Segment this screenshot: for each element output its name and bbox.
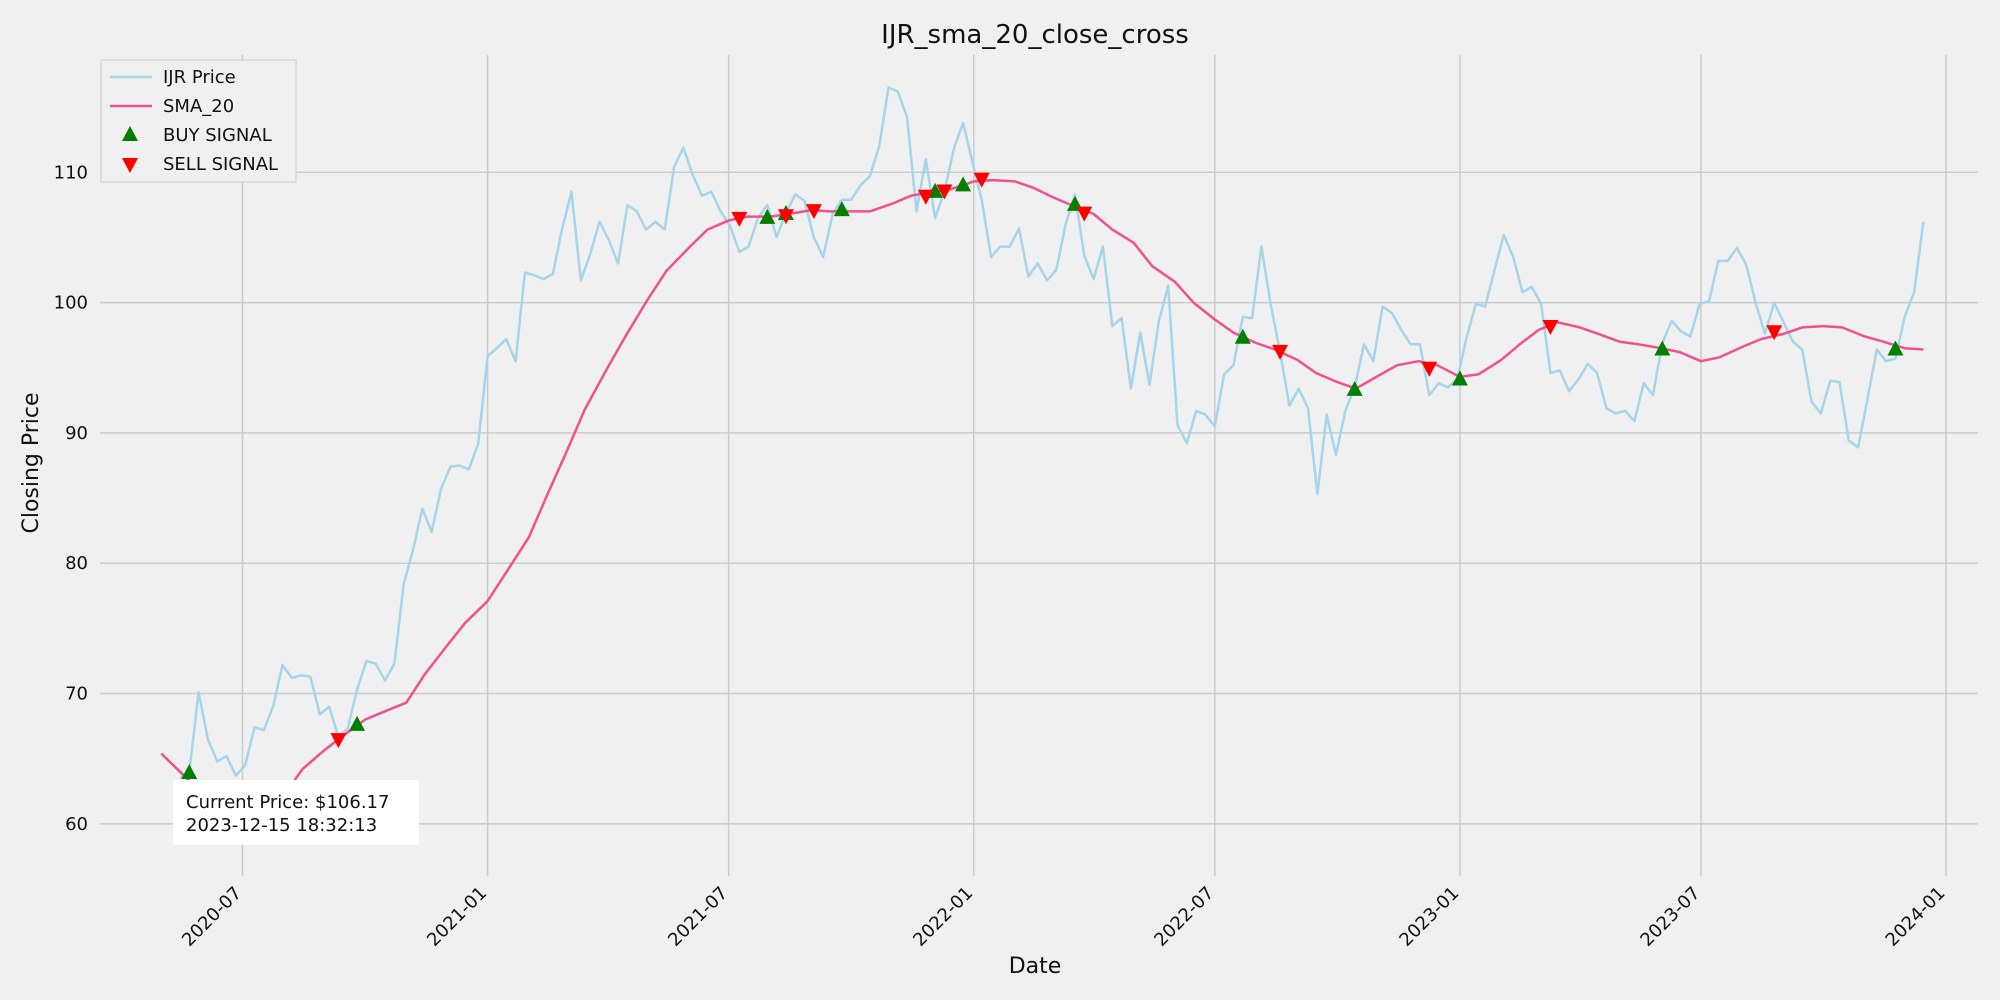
buy-signal-marker	[1451, 370, 1468, 386]
legend: IJR Price SMA_20 BUY SIGNAL SELL SIGNAL	[100, 59, 297, 183]
sell-signal-marker	[805, 204, 822, 220]
buy-signal-marker	[181, 764, 198, 780]
annotation-timestamp: 2023-12-15 18:32:13	[186, 815, 377, 836]
y-tick-label: 80	[65, 553, 88, 574]
sell-signal-marker	[936, 184, 953, 200]
buy-signal-marker	[1234, 328, 1251, 344]
buy-signal-marker	[1346, 380, 1363, 396]
y-tick-label: 110	[54, 162, 88, 183]
y-tick-label: 90	[65, 423, 88, 444]
buy-signal-marker	[1654, 340, 1671, 356]
sell-signal-marker	[1766, 325, 1783, 341]
sell-signal-marker	[1542, 320, 1559, 336]
legend-label: SMA_20	[163, 96, 234, 117]
y-tick-label: 70	[65, 684, 88, 705]
buy-signal-marker	[349, 715, 366, 731]
current-price-annotation: Current Price: $106.17 2023-12-15 18:32:…	[173, 780, 419, 845]
annotation-box	[173, 780, 419, 845]
sell-signal-marker	[1421, 361, 1438, 377]
buy-signal-marker	[955, 176, 972, 192]
sell-signal-marker	[917, 189, 934, 205]
sell-signal-marker	[973, 172, 990, 188]
buy-signal-marker	[1887, 340, 1904, 356]
legend-swatch-marker	[122, 126, 138, 141]
sell-signal-marker	[777, 209, 794, 225]
grid	[100, 55, 1978, 876]
chart-title: IJR_sma_20_close_cross	[881, 20, 1189, 50]
y-tick-label: 100	[54, 293, 88, 314]
series-price-line	[179, 86, 1925, 780]
legend-label: SELL SIGNAL	[163, 154, 278, 175]
signal-markers	[181, 172, 1904, 780]
annotation-current-price: Current Price: $106.17	[186, 792, 389, 813]
legend-label: IJR Price	[163, 67, 236, 88]
sell-signal-marker	[1272, 344, 1289, 360]
legend-swatch-marker	[122, 158, 138, 173]
x-axis-label: Date	[1009, 954, 1062, 979]
legend-label: BUY SIGNAL	[163, 125, 272, 146]
sell-signal-marker	[731, 211, 748, 227]
series-lines	[160, 86, 1925, 819]
series-sma-line	[160, 178, 1924, 819]
sell-signal-marker	[1076, 206, 1093, 222]
sell-signal-marker	[330, 733, 347, 749]
buy-signal-marker	[759, 208, 776, 224]
y-tick-label: 60	[65, 814, 88, 835]
buy-signal-marker	[833, 201, 850, 217]
y-axis-label: Closing Price	[19, 392, 44, 533]
